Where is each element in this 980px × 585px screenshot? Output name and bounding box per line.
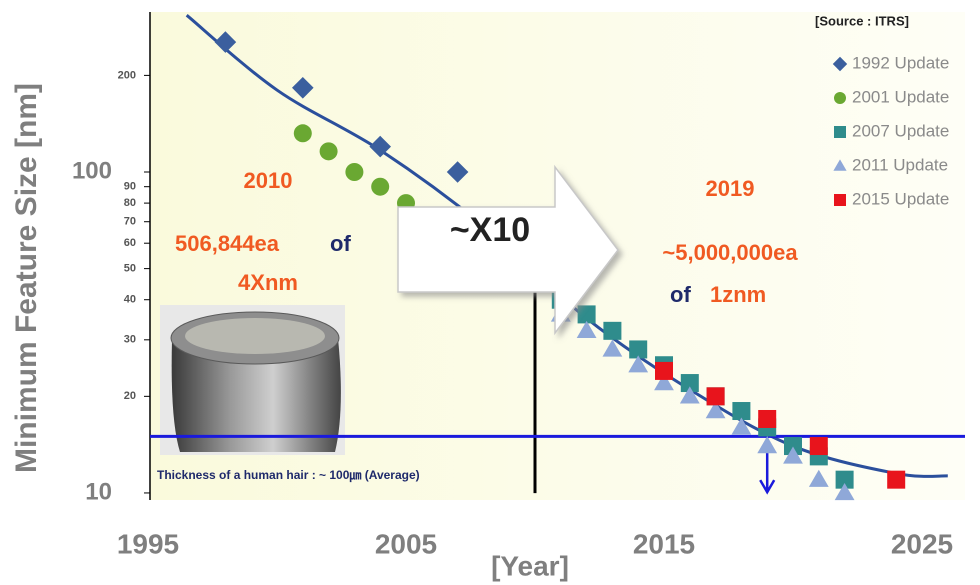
- factor-label: ~X10: [450, 211, 530, 249]
- point: [629, 340, 648, 359]
- annotation: 1znm: [710, 282, 766, 307]
- point: [655, 361, 673, 380]
- x-tick-label: 2005: [375, 528, 437, 559]
- annotation: of: [330, 231, 351, 256]
- x-axis-label: [Year]: [491, 550, 569, 581]
- y-tick-label: 70: [124, 216, 136, 228]
- point: [446, 161, 469, 183]
- point: [757, 436, 778, 454]
- point: [680, 374, 699, 393]
- annotation: 2010: [244, 168, 293, 193]
- y-tick-label: 100: [72, 157, 112, 184]
- point: [835, 470, 854, 489]
- y-tick-label: 10: [85, 478, 112, 505]
- point: [705, 401, 726, 419]
- y-tick-label: 90: [124, 181, 136, 193]
- point: [371, 177, 390, 196]
- x-tick-label: 2015: [633, 528, 695, 559]
- point: [834, 126, 846, 138]
- hair-image: [160, 305, 345, 455]
- point: [603, 321, 622, 340]
- annotation: 2019: [706, 176, 755, 201]
- point: [319, 142, 338, 161]
- y-axis-label: Minimum Feature Size [nm]: [10, 83, 43, 473]
- point: [732, 402, 751, 421]
- point: [706, 387, 725, 406]
- point: [369, 135, 391, 158]
- point: [809, 437, 828, 456]
- annotation: 506,844ea: [175, 231, 280, 256]
- point: [576, 320, 597, 339]
- point: [758, 409, 777, 428]
- y-tick-label: 200: [118, 69, 136, 81]
- point: [833, 159, 847, 171]
- point: [784, 437, 802, 456]
- point: [887, 470, 906, 489]
- annotation: of: [670, 282, 691, 307]
- point: [783, 446, 803, 464]
- point: [602, 339, 623, 357]
- y-tick-label: 80: [124, 197, 136, 209]
- legend-label: 2011 Update: [852, 155, 948, 174]
- point: [345, 163, 364, 182]
- point: [808, 469, 829, 487]
- y-tick-label: 50: [124, 263, 136, 275]
- point: [834, 194, 846, 206]
- y-tick-label: 20: [124, 390, 136, 402]
- point: [214, 31, 237, 53]
- legend-label: 1992 Update: [852, 53, 949, 72]
- y-tick-label: 60: [124, 237, 136, 249]
- point: [654, 373, 674, 391]
- point: [834, 92, 846, 104]
- point: [679, 386, 700, 404]
- annotation: ~5,000,000ea: [662, 240, 798, 265]
- legend-label: 2015 Update: [852, 189, 949, 208]
- annotation: 4Xnm: [238, 270, 298, 295]
- source: [Source : ITRS]: [815, 13, 909, 28]
- y-tick-label: 30: [124, 334, 136, 346]
- point: [293, 124, 312, 143]
- x-tick-label: 1995: [117, 528, 179, 559]
- point: [832, 56, 848, 72]
- hair-label: Thickness of a human hair : ~ 100㎛ (Aver…: [157, 468, 420, 482]
- point: [577, 305, 596, 324]
- point: [731, 417, 752, 435]
- legend-label: 2001 Update: [852, 87, 949, 106]
- point: [292, 76, 314, 99]
- y-tick-label: 40: [124, 294, 136, 306]
- x10-arrow: [397, 164, 619, 336]
- x-tick-label: 2025: [891, 528, 953, 559]
- point: [834, 483, 855, 501]
- point: [628, 355, 649, 373]
- legend-label: 2007 Update: [852, 121, 949, 140]
